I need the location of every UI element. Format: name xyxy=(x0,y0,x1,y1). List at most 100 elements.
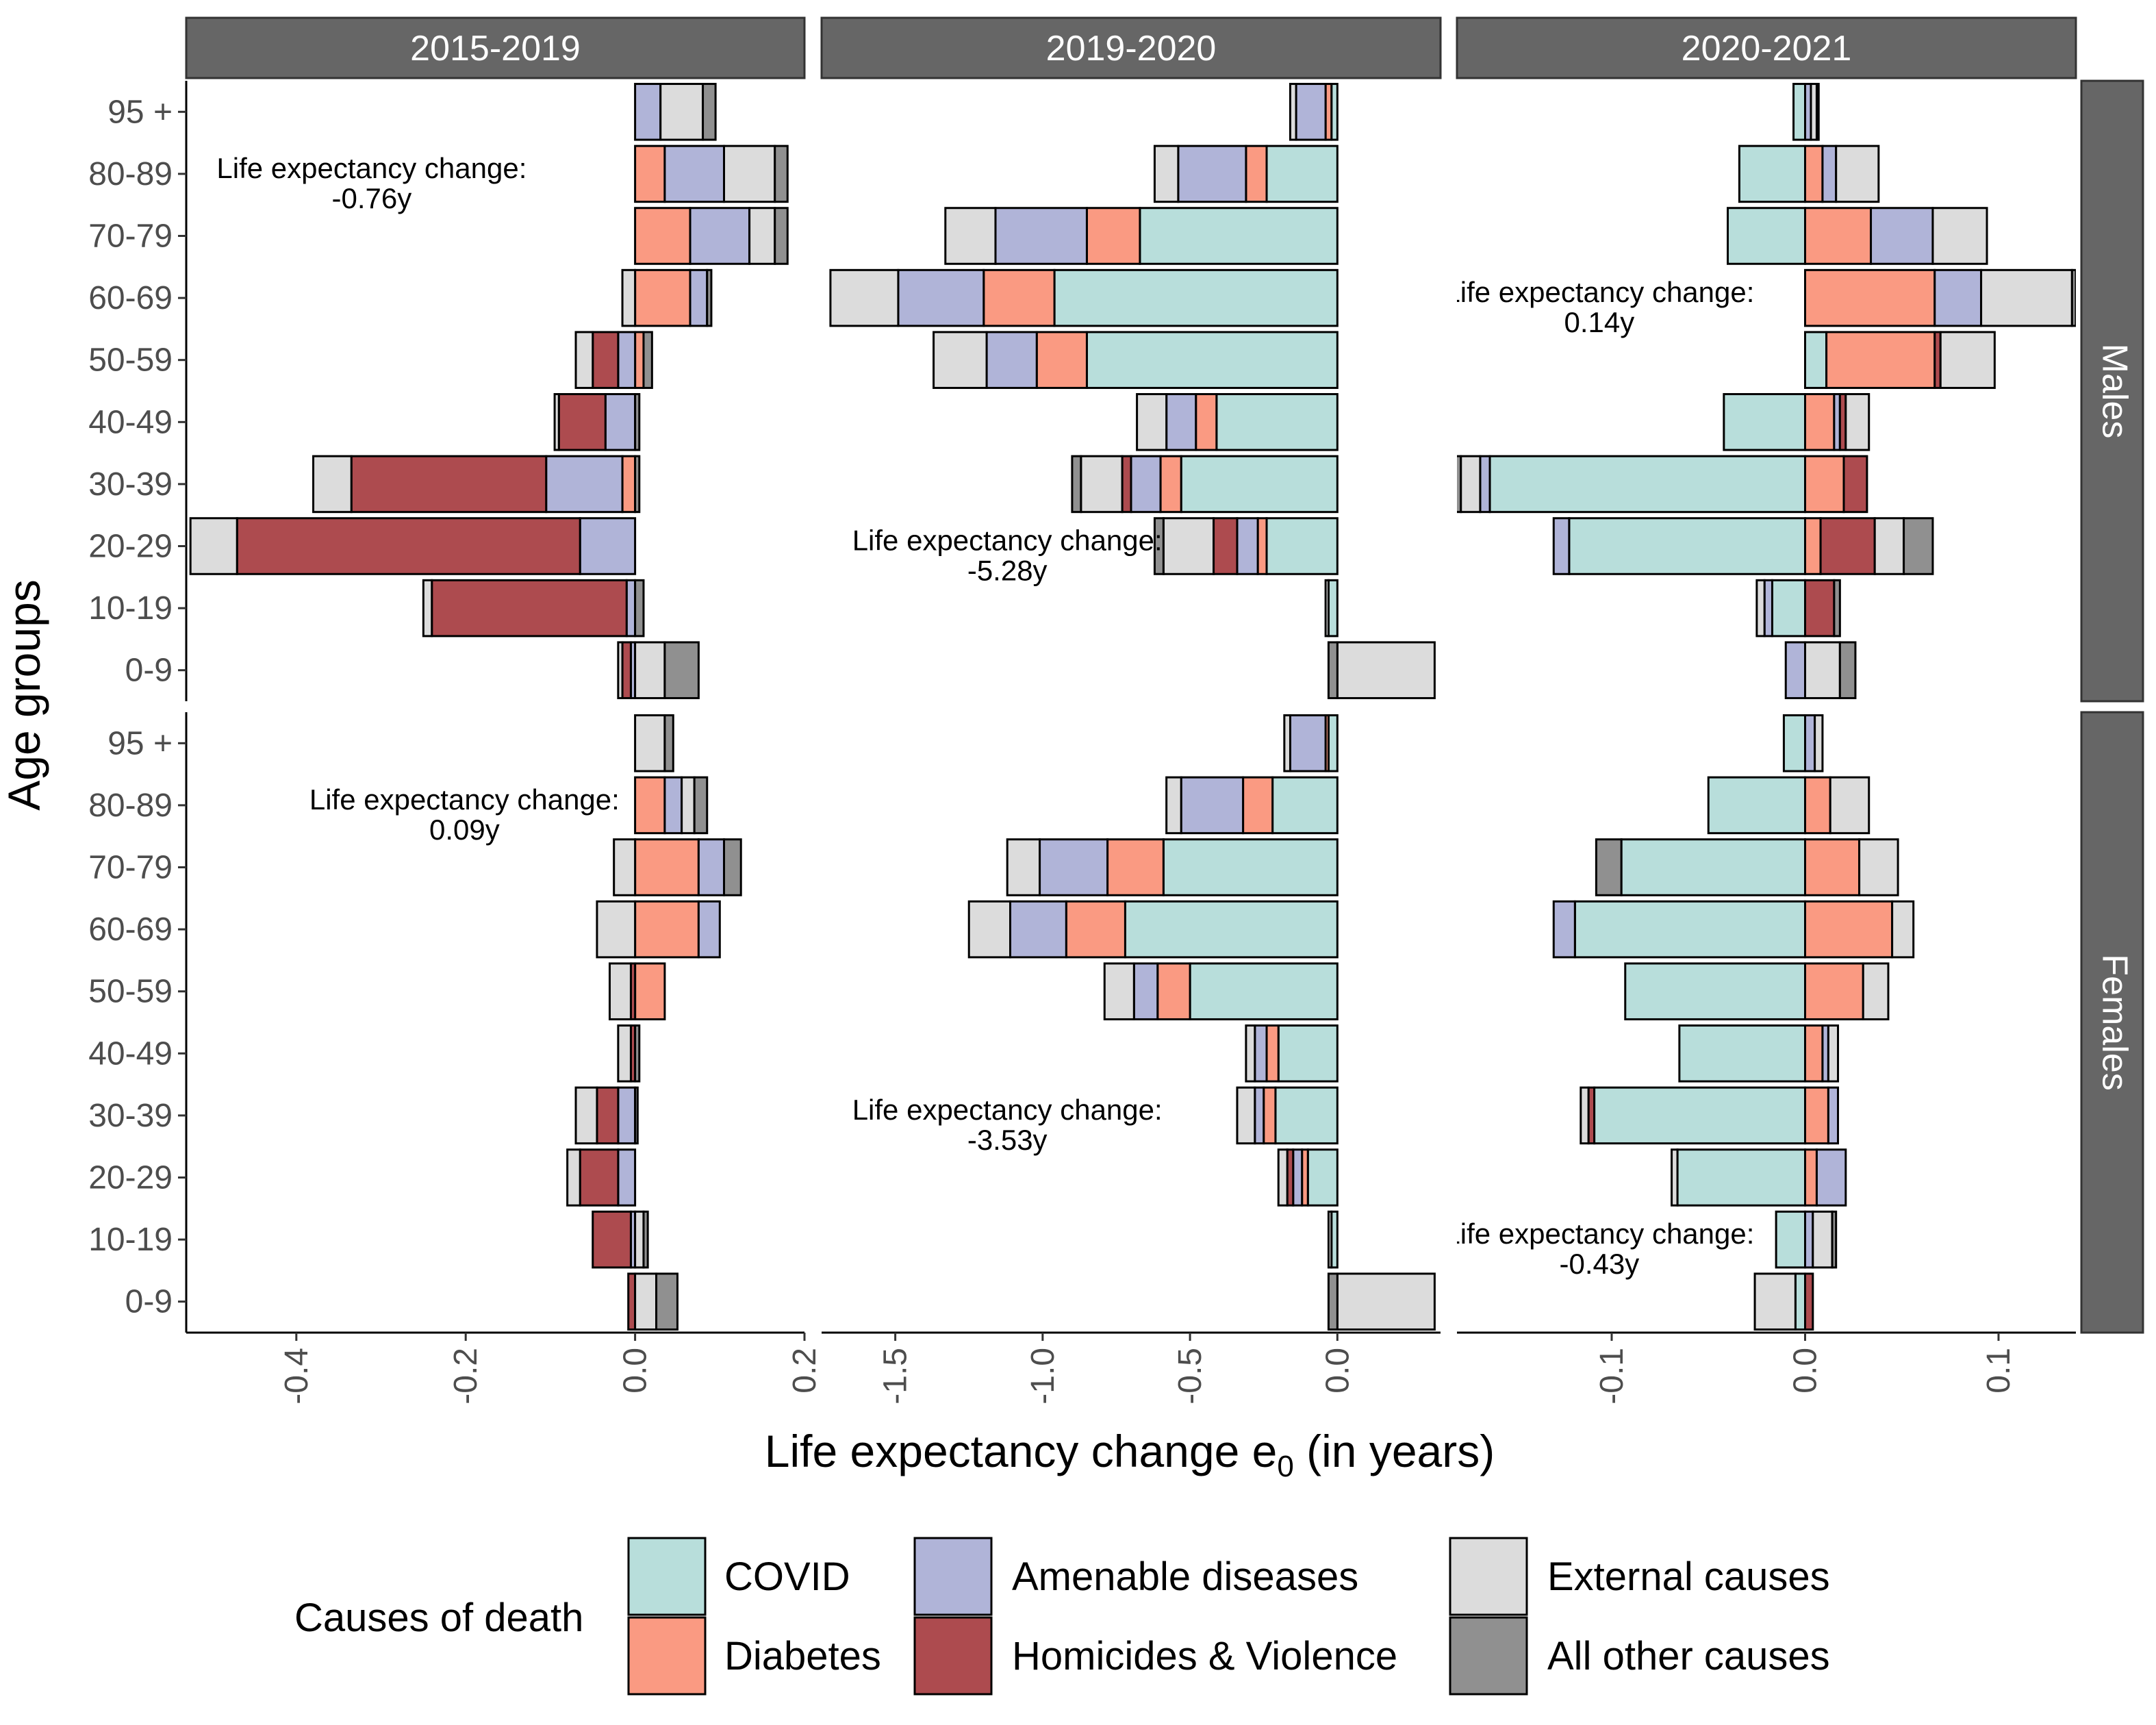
bar-2015-2019-males-40-49-amenable-diseases xyxy=(604,393,637,451)
strip-label-females: Females xyxy=(2094,954,2134,1090)
bar-2020-2021-females-60-69-covid xyxy=(1573,900,1806,959)
y-tick-label-40-49: 40-49 xyxy=(88,404,173,440)
bar-2019-2020-males-40-49-diabetes xyxy=(1195,393,1218,451)
annotation-label: Life expectancy change: xyxy=(852,525,1163,557)
bar-2019-2020-males-40-49-external-causes xyxy=(1136,393,1168,451)
bar-2019-2020-males-30-39-diabetes xyxy=(1159,455,1182,514)
annotation-value: -5.28y xyxy=(967,555,1048,587)
x-title-subscript: 0 xyxy=(1277,1450,1293,1483)
bar-2019-2020-males-70-79-covid xyxy=(1139,207,1339,265)
bar-2019-2020-females-60-69-diabetes xyxy=(1065,900,1126,959)
bar-2020-2021-males-20-29-amenable-diseases xyxy=(1552,517,1571,575)
y-tick-label-50-59: 50-59 xyxy=(88,974,173,1010)
bar-2019-2020-females-50-59-diabetes xyxy=(1156,962,1191,1020)
bar-2020-2021-males-10-19-covid xyxy=(1771,579,1807,638)
bar-2020-2021-males-60-69-all-other-causes xyxy=(2070,268,2076,327)
bar-2015-2019-females-70-79-diabetes xyxy=(634,838,700,896)
bar-2019-2020-females-70-79-covid xyxy=(1162,838,1339,896)
y-tick-label-60-69: 60-69 xyxy=(88,911,173,948)
panel-2020-2021-males: Life expectancy change:0.14y xyxy=(1457,83,2076,699)
bar-2015-2019-males-50-59-amenable-diseases xyxy=(617,331,637,389)
bar-2019-2020-males-50-59-covid xyxy=(1085,331,1339,389)
bar-2020-2021-females-10-19-covid xyxy=(1775,1210,1806,1269)
bar-2020-2021-females-0-9-homicides-violence xyxy=(1804,1272,1814,1331)
bar-2020-2021-males-30-39-diabetes xyxy=(1804,455,1845,514)
bar-2015-2019-males-0-9-external-causes xyxy=(634,641,666,699)
bar-2015-2019-females-30-39-external-causes xyxy=(574,1086,598,1145)
bar-2015-2019-males-80-89-external-causes xyxy=(722,144,776,203)
annotation-value: -3.53y xyxy=(967,1124,1048,1156)
bar-2015-2019-females-60-69-external-causes xyxy=(596,900,637,959)
bar-2020-2021-females-30-39-covid xyxy=(1593,1086,1806,1145)
bar-2019-2020-males-80-89-diabetes xyxy=(1245,144,1268,203)
bar-2015-2019-males-80-89-all-other-causes xyxy=(774,144,789,203)
bar-2019-2020-males-30-39-homicides-violence xyxy=(1121,455,1132,514)
bar-2020-2021-males-50-59-external-causes xyxy=(1939,331,1996,389)
bar-2019-2020-females-40-49-external-causes xyxy=(1245,1024,1256,1083)
bar-2020-2021-males-30-39-homicides-violence xyxy=(1842,455,1868,514)
bar-2015-2019-males-20-29-external-causes xyxy=(189,517,238,575)
bar-2020-2021-females-10-19-all-other-causes xyxy=(1831,1210,1838,1269)
bar-2015-2019-males-20-29-homicides-violence xyxy=(236,517,581,575)
bar-2020-2021-females-10-19-external-causes xyxy=(1812,1210,1834,1269)
bar-2019-2020-males-10-19-external-causes xyxy=(1324,579,1330,638)
strip-2020-2021 xyxy=(1456,16,2077,79)
bar-2020-2021-males-30-39-external-causes xyxy=(1460,455,1482,514)
bar-2020-2021-males-50-59-covid xyxy=(1804,331,1828,389)
bar-2015-2019-males-70-79-external-causes xyxy=(748,207,776,265)
annotation-label: Life expectancy change: xyxy=(852,1094,1163,1126)
bar-2019-2020-males-80-89-external-causes xyxy=(1153,144,1180,203)
y-tick-label-20-29: 20-29 xyxy=(88,1160,173,1196)
bar-2019-2020-males-60-69-diabetes xyxy=(982,268,1056,327)
annotation-value: 0.09y xyxy=(429,814,500,846)
bar-2015-2019-males-50-59-diabetes xyxy=(634,331,645,389)
bar-2015-2019-males-60-69-all-other-causes xyxy=(706,268,713,327)
bar-2019-2020-males-30-39-all-other-causes xyxy=(1071,455,1082,514)
legend-swatch-homicides-violence xyxy=(913,1616,993,1696)
bar-2019-2020-females-40-49-covid xyxy=(1277,1024,1339,1083)
bar-2015-2019-males-0-9-homicides-violence xyxy=(621,641,632,699)
bar-2020-2021-males-20-29-homicides-violence xyxy=(1819,517,1876,575)
bar-2020-2021-females-30-39-external-causes xyxy=(1580,1086,1590,1145)
bar-2020-2021-males-80-89-external-causes xyxy=(1835,144,1880,203)
x-tick-label-2015-2019-3: 0.2 xyxy=(787,1348,823,1394)
legend: Causes of death COVID Diabetes Amenable dis… xyxy=(294,1537,1830,1696)
y-tick-label-20-29: 20-29 xyxy=(88,529,173,565)
bar-2020-2021-females-60-69-amenable-diseases xyxy=(1552,900,1576,959)
bar-2020-2021-females-20-29-diabetes xyxy=(1804,1148,1818,1207)
bar-2020-2021-males-0-9-external-causes xyxy=(1804,641,1841,699)
bar-2020-2021-males-70-79-external-causes xyxy=(1931,207,1988,265)
bar-2019-2020-females-80-89-external-causes xyxy=(1165,776,1182,835)
bar-2019-2020-males-70-79-diabetes xyxy=(1085,207,1141,265)
bar-2019-2020-females-0-9-all-other-causes xyxy=(1327,1272,1339,1331)
bar-2015-2019-males-80-89-amenable-diseases xyxy=(663,144,725,203)
bar-2019-2020-females-20-29-covid xyxy=(1306,1148,1339,1207)
bar-2015-2019-females-30-39-all-other-causes xyxy=(634,1086,639,1145)
bar-2015-2019-females-80-89-amenable-diseases xyxy=(663,776,683,835)
annotation-value: -0.43y xyxy=(1560,1248,1640,1280)
bar-2019-2020-males-50-59-diabetes xyxy=(1035,331,1088,389)
bar-2015-2019-females-70-79-amenable-diseases xyxy=(697,838,725,896)
bar-2020-2021-males-0-9-all-other-causes xyxy=(1838,641,1857,699)
bar-2015-2019-females-40-49-all-other-causes xyxy=(634,1024,641,1083)
bar-2015-2019-females-80-89-diabetes xyxy=(634,776,666,835)
bar-2015-2019-females-50-59-external-causes xyxy=(608,962,632,1020)
bar-2020-2021-females-80-89-covid xyxy=(1707,776,1806,835)
bar-2019-2020-males-20-29-covid xyxy=(1265,517,1339,575)
bar-2019-2020-males-40-49-amenable-diseases xyxy=(1165,393,1197,451)
bar-2019-2020-males-10-19-covid xyxy=(1327,579,1339,638)
bar-2015-2019-males-60-69-amenable-diseases xyxy=(689,268,709,327)
bar-2015-2019-males-95-external-causes xyxy=(659,83,705,141)
bar-2015-2019-males-50-59-all-other-causes xyxy=(642,331,653,389)
bar-2020-2021-males-0-9-amenable-diseases xyxy=(1784,641,1806,699)
bar-2019-2020-females-30-39-amenable-diseases xyxy=(1254,1086,1265,1145)
legend-label-external-causes: External causes xyxy=(1547,1554,1830,1599)
x-axis-title: Life expectancy change e0 (in years) xyxy=(765,1426,1495,1483)
bar-2015-2019-males-0-9-external-causes xyxy=(617,641,624,699)
legend-swatch-external-causes xyxy=(1449,1537,1528,1616)
bar-2020-2021-males-50-59-diabetes xyxy=(1825,331,1936,389)
strip-males xyxy=(2080,79,2144,703)
bar-2020-2021-males-40-49-external-causes xyxy=(1844,393,1870,451)
y-tick-label-10-19: 10-19 xyxy=(88,590,173,627)
bar-2015-2019-females-10-19-all-other-causes xyxy=(642,1210,649,1269)
